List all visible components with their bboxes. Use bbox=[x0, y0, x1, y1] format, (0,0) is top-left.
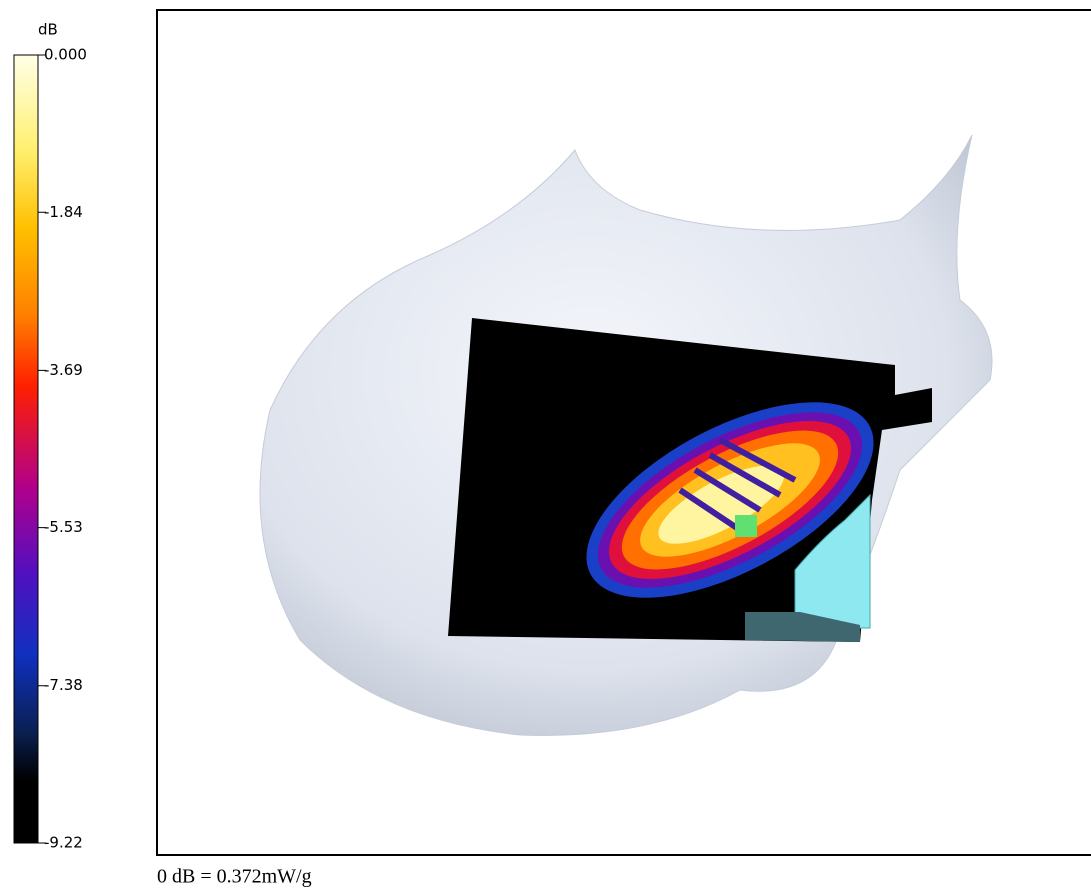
colorbar-tick-label: -9.22 bbox=[44, 834, 83, 852]
colorbar-tick-label: -1.84 bbox=[44, 203, 83, 221]
colorbar-tick-label: -7.38 bbox=[44, 676, 83, 694]
probe-marker bbox=[735, 515, 757, 537]
colorbar-unit: dB bbox=[38, 21, 58, 39]
colorbar-tick-label: -5.53 bbox=[44, 518, 83, 536]
sar-view: dB 0 dB = 0.372mW/g 0.000 -1.84 -3.69 -5.53… bbox=[0, 0, 1091, 892]
footer: 0 dB = 0.372mW/g bbox=[157, 866, 312, 888]
page: dB 0 dB = 0.372mW/g 0.000 -1.84 -3.69 -5.53… bbox=[0, 0, 1091, 892]
colorbar-tick-label: 0.000 bbox=[44, 46, 87, 64]
colorbar-tick-label: -3.69 bbox=[44, 361, 83, 379]
colorbar bbox=[14, 55, 38, 843]
